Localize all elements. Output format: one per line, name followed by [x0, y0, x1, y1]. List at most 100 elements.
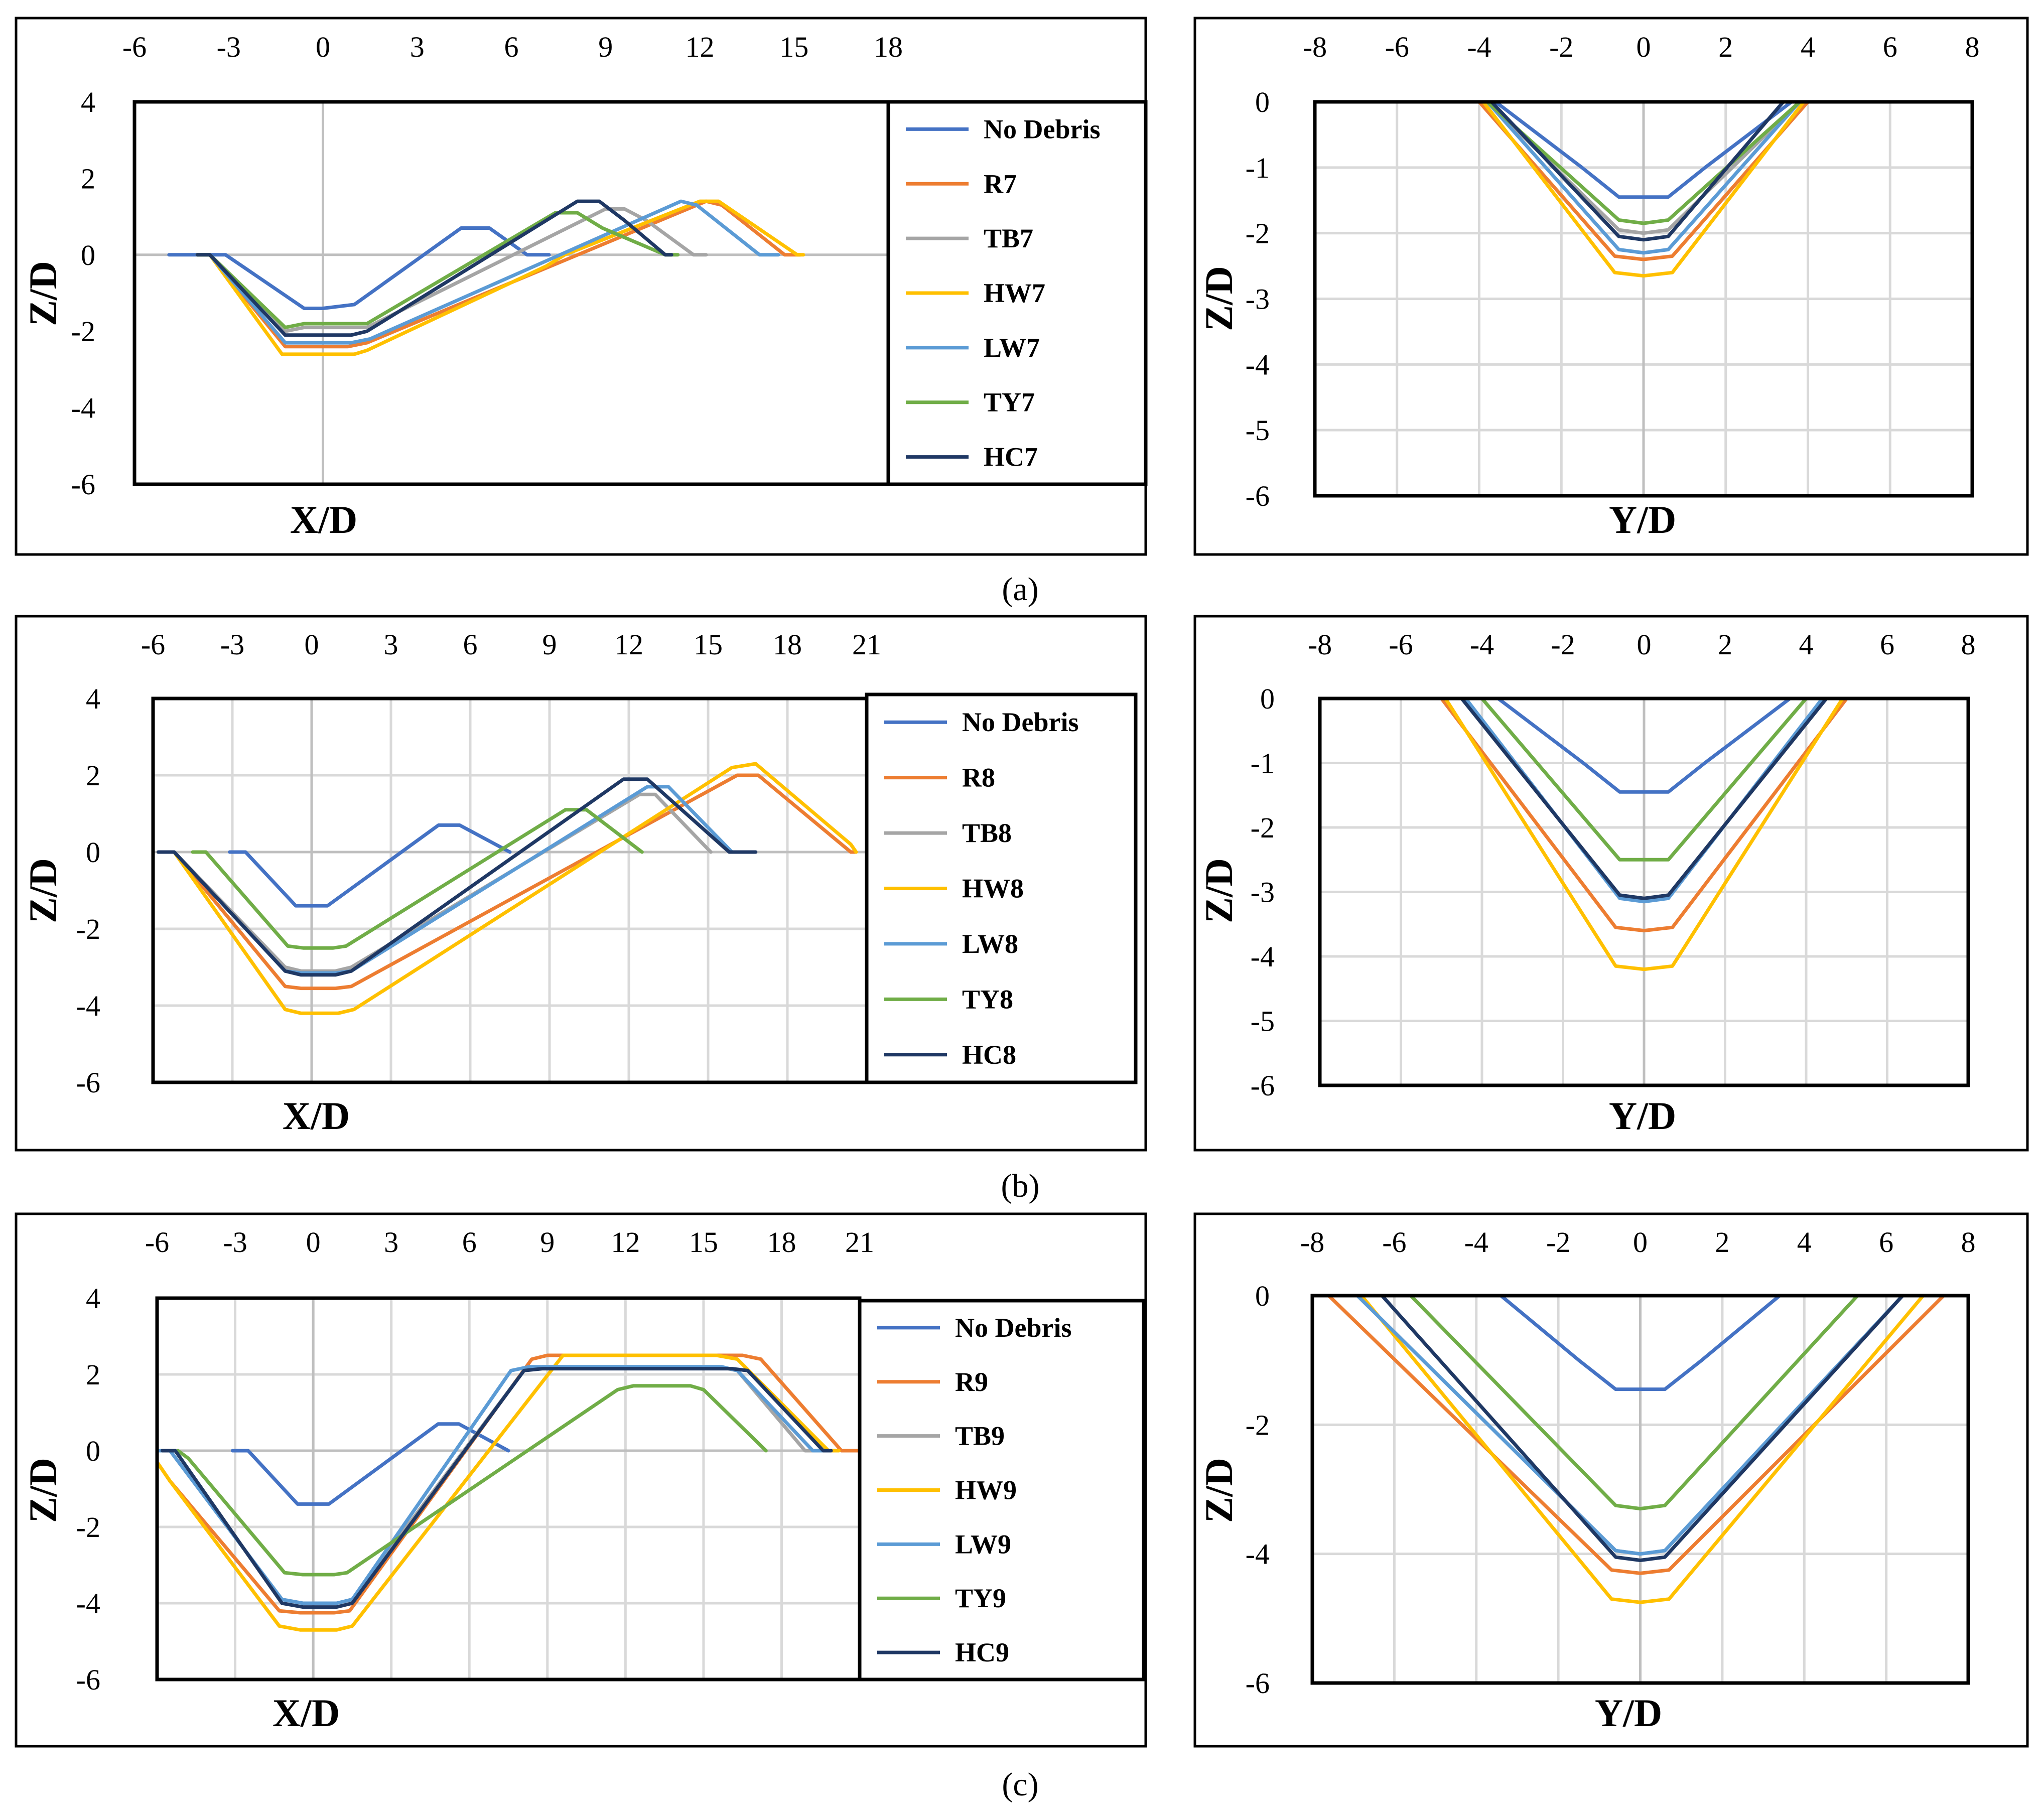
x-tick-label: 4 — [1801, 31, 1815, 63]
panel-frame — [1193, 17, 2029, 556]
y-tick-label: -4 — [76, 990, 100, 1022]
caption-a: (a) — [1002, 571, 1038, 608]
y-tick-label: -6 — [1251, 1069, 1275, 1102]
x-tick-label: 6 — [1883, 31, 1897, 63]
series-line-hc7 — [1489, 100, 1785, 242]
y-axis-label: Z/D — [21, 1458, 65, 1523]
series-line-ty9 — [176, 1384, 768, 1577]
series-line-lw8 — [157, 785, 742, 975]
series-line-r8 — [157, 773, 858, 991]
series-line-no-debris — [1496, 696, 1792, 794]
legend-label: TB8 — [962, 818, 1012, 848]
x-tick-label: 9 — [598, 31, 613, 63]
series-line-lw7 — [1485, 100, 1802, 255]
legend-label: LW9 — [955, 1529, 1011, 1559]
series-line-no-debris — [1499, 1294, 1806, 1391]
series-line-r9 — [1327, 1294, 1946, 1575]
y-tick-label: 4 — [86, 1282, 100, 1315]
x-tick-label: 0 — [306, 1226, 321, 1258]
y-tick-label: -4 — [76, 1587, 100, 1620]
legend-label: TY8 — [962, 984, 1013, 1014]
x-tick-label: 15 — [779, 31, 808, 63]
y-tick-label: 0 — [1255, 86, 1270, 118]
y-tick-label: -6 — [1246, 1667, 1270, 1700]
y-tick-label: 0 — [86, 1435, 100, 1467]
x-tick-label: 6 — [504, 31, 519, 63]
legend-label: TY9 — [955, 1583, 1006, 1613]
x-tick-label: 12 — [686, 31, 715, 63]
x-tick-label: -3 — [217, 31, 241, 63]
y-axis-label: Z/D — [21, 858, 65, 923]
series-line-ty7 — [195, 211, 680, 330]
x-tick-label: 9 — [542, 628, 557, 661]
x-tick-label: 21 — [845, 1226, 874, 1258]
x-tick-label: 2 — [1718, 31, 1733, 63]
x-tick-label: -3 — [223, 1226, 247, 1258]
x-tick-label: 6 — [462, 1226, 477, 1258]
x-axis-label: X/D — [273, 1691, 340, 1735]
x-tick-label: 8 — [1961, 1226, 1976, 1258]
chart-b-left: -6 -3 0 3 6 9 12 15 18 21 4 2 0 -2 -4 -6 X/D Z/D No Debris… — [15, 615, 1147, 1152]
x-tick-label: -8 — [1308, 628, 1332, 661]
x-tick-label: 6 — [1880, 628, 1894, 661]
plot-area — [1310, 1294, 1970, 1685]
x-tick-label: 8 — [1961, 628, 1976, 661]
x-tick-label: 9 — [540, 1226, 555, 1258]
x-tick-label: 15 — [694, 628, 723, 661]
x-tick-label: 6 — [1879, 1226, 1893, 1258]
y-tick-label: 0 — [81, 239, 95, 271]
plot-area — [155, 1296, 862, 1682]
x-tick-label: 0 — [305, 628, 319, 661]
x-tick-label: -4 — [1470, 628, 1494, 661]
legend-label: HC9 — [955, 1637, 1009, 1667]
x-tick-label: 0 — [1637, 628, 1652, 661]
x-tick-label: 0 — [316, 31, 330, 63]
y-tick-label: -2 — [76, 1511, 100, 1544]
x-tick-label: 3 — [410, 31, 425, 63]
chart-a-left: -6 -3 0 3 6 9 12 15 18 4 2 0 -2 -4 -6 X/D Z/D No Debris R7… — [15, 17, 1148, 556]
y-tick-label: 2 — [81, 162, 95, 195]
legend-label: HW7 — [984, 278, 1045, 308]
caption-c: (c) — [1002, 1766, 1038, 1803]
legend-label: HW9 — [955, 1475, 1017, 1505]
x-tick-label: 18 — [767, 1226, 796, 1258]
series-line-no-debris — [228, 823, 512, 908]
x-tick-label: 18 — [874, 31, 903, 63]
y-tick-label: 2 — [86, 1358, 100, 1391]
y-tick-label: -1 — [1246, 152, 1270, 184]
legend-label: TB7 — [984, 223, 1033, 253]
y-axis-label: Z/D — [21, 261, 65, 326]
x-axis-label: Y/D — [1609, 1094, 1676, 1138]
x-tick-label: -4 — [1464, 1226, 1488, 1258]
x-axis-label: Y/D — [1609, 498, 1676, 541]
legend-label: HC8 — [962, 1040, 1016, 1070]
x-tick-label: 4 — [1797, 1226, 1812, 1258]
legend-label: R9 — [955, 1367, 988, 1397]
x-tick-label: 3 — [384, 1226, 398, 1258]
y-tick-label: 0 — [1260, 682, 1275, 715]
x-tick-label: 8 — [1965, 31, 1980, 63]
y-tick-label: -6 — [71, 468, 95, 501]
legend-label: No Debris — [984, 114, 1100, 144]
x-tick-label: -3 — [220, 628, 244, 661]
x-axis-label: Y/D — [1595, 1691, 1662, 1735]
series-line-hw7 — [195, 199, 805, 356]
y-tick-label: -2 — [1246, 217, 1270, 250]
x-tick-label: 2 — [1718, 628, 1732, 661]
legend-label: LW8 — [962, 929, 1018, 959]
chart-a-right: -8 -6 -4 -2 0 2 4 6 8 0 -1 -2 -3 -4 -5 -6 Y/D Z/D — [1193, 17, 2029, 556]
series-line-hc8 — [157, 777, 758, 977]
series-line-r8 — [1439, 696, 1849, 933]
y-tick-label: -3 — [1246, 283, 1270, 316]
y-tick-label: -4 — [71, 392, 95, 425]
y-tick-label: 2 — [86, 759, 100, 792]
series-line-hc8 — [1460, 696, 1828, 900]
series-line-r7 — [1477, 100, 1810, 261]
y-tick-label: -3 — [1251, 876, 1275, 909]
chart-c-right: -8 -6 -4 -2 0 2 4 6 8 0 -2 -4 -6 Y/D Z/D — [1193, 1212, 2029, 1748]
x-tick-label: -6 — [122, 31, 147, 63]
y-tick-label: -2 — [71, 315, 95, 348]
x-tick-label: -2 — [1546, 1226, 1570, 1258]
chart-b-right: -8 -6 -4 -2 0 2 4 6 8 0 -1 -2 -3 -4 -5 -6 Y/D Z/D — [1193, 615, 2029, 1152]
x-tick-label: -2 — [1549, 31, 1573, 63]
